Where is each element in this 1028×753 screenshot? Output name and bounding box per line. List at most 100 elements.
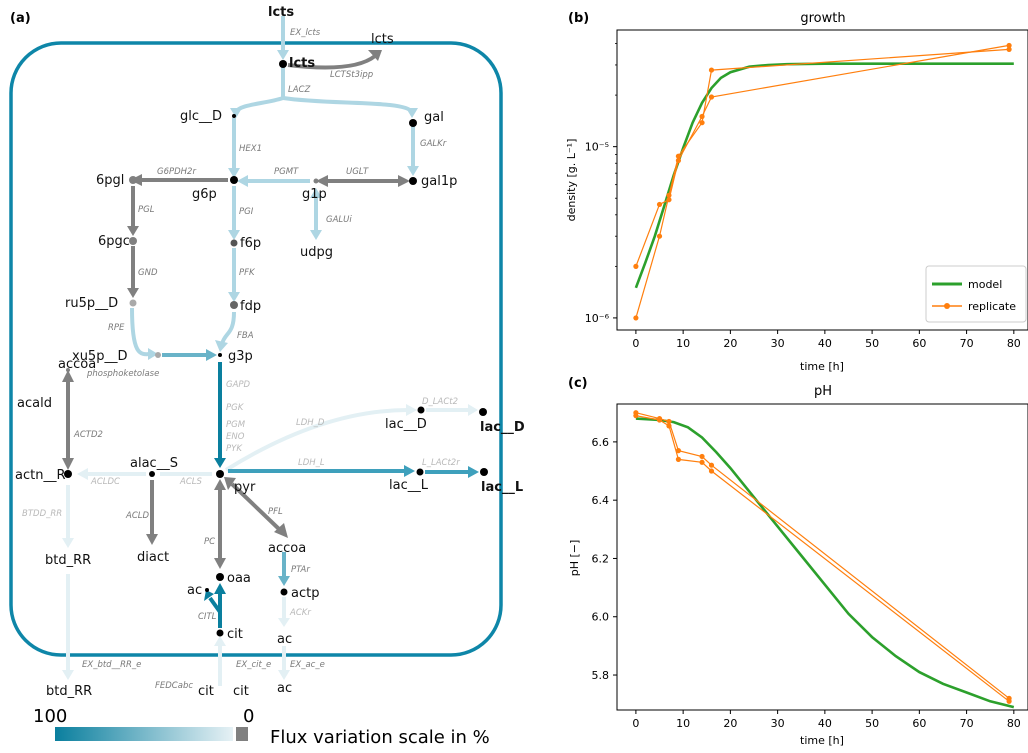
x-tick-label: 10 — [676, 337, 690, 350]
metabolite-cit-in: cit — [227, 627, 243, 642]
metabolite-cit-out-1: cit — [198, 684, 214, 699]
node-f6p — [230, 239, 238, 247]
node-ru5p — [129, 299, 137, 307]
reaction-ex-ac: EX_ac_e — [290, 660, 325, 670]
metabolite-alac: alac__S — [130, 456, 178, 471]
y-tick-label: 6.6 — [592, 436, 610, 449]
metabolite-lac-D-out: lac__D — [480, 420, 525, 435]
x-tick-label: 80 — [1007, 337, 1021, 350]
reaction-labels: EX_lcts LCTSt3ipp LACZ GALKr HEX1 G6PDH2… — [22, 28, 460, 691]
metabolite-cit-out-2: cit — [233, 684, 249, 699]
replicate-data-point — [708, 462, 715, 468]
reaction-acldc: ACLDC — [90, 477, 120, 487]
reaction-gnd: GND — [138, 268, 158, 278]
node-pyr — [216, 470, 224, 478]
growth-y-axis-label: density [g. L⁻¹] — [565, 139, 578, 222]
x-tick-label: 10 — [676, 717, 690, 730]
node-cit — [216, 629, 224, 637]
node-lac-D-in — [417, 406, 425, 414]
node-g3p — [218, 353, 222, 357]
reaction-ackr: ACKr — [289, 608, 311, 618]
replicate-data-point — [675, 157, 682, 164]
metabolite-lac-L-out: lac__L — [481, 480, 523, 495]
replicate-data-point — [708, 94, 715, 100]
metabolite-accoa-2: accoa — [268, 541, 306, 556]
reaction-rpe: RPE — [108, 323, 125, 333]
node-fdp — [230, 301, 238, 309]
reaction-lacz: LACZ — [288, 85, 310, 95]
reaction-ex-cit: EX_cit_e — [236, 660, 271, 670]
y-tick-label: 10⁻⁶ — [585, 312, 610, 325]
node-accoa1 — [66, 368, 70, 372]
x-tick-label: 50 — [865, 717, 879, 730]
arrow-ldh-d — [224, 408, 409, 472]
metabolite-lcts-out: lcts — [371, 32, 394, 47]
legend-model-label: model — [968, 278, 1002, 291]
reaction-pyk: PYK — [226, 444, 243, 454]
arrow-pfl — [230, 482, 282, 532]
metabolite-accoa-1: accoa — [58, 357, 96, 372]
ph-chart-title: pH — [814, 384, 832, 399]
legend-box — [925, 265, 1027, 323]
reaction-gapd: GAPD — [226, 380, 251, 390]
ph-chart: (c) pH 0 10 20 30 40 50 60 70 80 5.8 6.0 6.2 6.4 6.6… — [568, 376, 1028, 747]
reaction-acld: ACLD — [125, 511, 149, 521]
x-tick-label: 60 — [912, 717, 926, 730]
x-tick-label: 20 — [723, 337, 737, 350]
reaction-galui: GALUi — [326, 215, 352, 225]
ph-x-axis-label: time [h] — [800, 734, 844, 747]
metabolite-btd-in: btd_RR — [45, 553, 91, 568]
metabolite-gal1p: gal1p — [421, 174, 457, 189]
node-lac-L-out — [480, 468, 488, 476]
reaction-pgk: PGK — [226, 403, 245, 413]
panel-c-label: (c) — [568, 376, 588, 391]
replicate-data-point — [708, 468, 715, 474]
replicate-series-line — [635, 412, 1010, 699]
reaction-hex1: HEX1 — [239, 144, 262, 154]
metabolite-lac-D-in: lac__D — [385, 417, 427, 432]
y-tick-label: 6.2 — [592, 552, 610, 565]
reaction-uglt: UGLT — [346, 167, 369, 177]
node-lac-D-out — [479, 408, 487, 416]
scale-gradient-bar — [55, 727, 233, 741]
node-g6p — [230, 176, 238, 184]
y-tick-label: 5.8 — [592, 669, 610, 682]
ph-y-axis-label: pH [−] — [568, 540, 581, 577]
replicate-series-line — [635, 44, 1010, 267]
metabolite-glc: glc__D — [180, 109, 222, 124]
metabolite-btd-out: btd_RR — [46, 684, 92, 699]
metabolite-ac-in: ac — [277, 632, 292, 647]
metabolite-acald: acald — [17, 396, 52, 411]
reaction-d-lact2: D_LACt2 — [422, 397, 458, 407]
node-oaa — [216, 573, 224, 581]
metabolite-lcts-ext: lcts — [268, 5, 294, 20]
node-alac — [149, 471, 155, 477]
metabolite-oaa: oaa — [227, 571, 251, 586]
model-series-line — [634, 62, 1014, 289]
node-xu5p — [155, 352, 161, 358]
reaction-pfl: PFL — [268, 507, 283, 517]
replicate-series-line — [635, 415, 1010, 702]
x-tick-label: 30 — [771, 717, 785, 730]
growth-chart-title: growth — [800, 11, 845, 26]
node-lac-L-in — [416, 468, 424, 476]
reaction-pgl: PGL — [138, 205, 155, 215]
node-glc — [232, 114, 236, 118]
reaction-phosphoketolase: phosphoketolase — [86, 369, 159, 379]
scale-max-label: 100 — [33, 706, 67, 727]
node-gal1p — [409, 177, 417, 185]
growth-legend: model replicate — [925, 265, 1027, 323]
y-tick-label: 10⁻⁵ — [585, 141, 609, 154]
replicate-data-point — [633, 413, 639, 419]
reaction-actd2: ACTD2 — [73, 430, 103, 440]
replicate-data-point — [708, 67, 715, 73]
flux-scale: 100 0 Flux variation scale in % — [33, 706, 490, 748]
node-actn — [64, 470, 72, 478]
x-tick-label: 50 — [865, 337, 879, 350]
replicate-data-point — [656, 201, 663, 208]
replicate-data-point — [633, 315, 639, 321]
cell-membrane — [9, 41, 503, 657]
x-tick-label: 30 — [771, 337, 785, 350]
node-gal — [409, 119, 417, 127]
reaction-ex-btd: EX_btd__RR_e — [82, 660, 141, 670]
